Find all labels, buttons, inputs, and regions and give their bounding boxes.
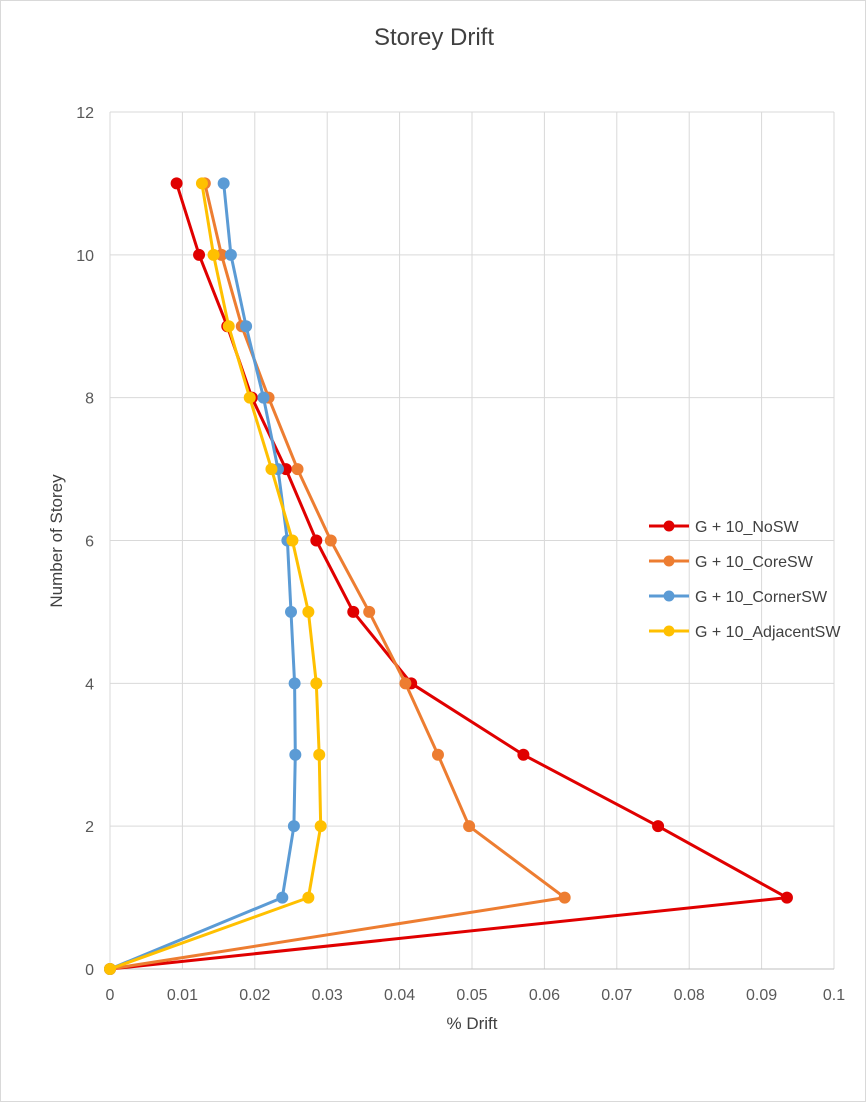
x-tick-label: 0.06 [529, 987, 560, 1004]
data-point [243, 391, 256, 404]
x-tick-label: 0.1 [823, 987, 845, 1004]
legend-entry: G + 10_AdjacentSW [649, 624, 841, 641]
data-point [302, 891, 315, 904]
data-point [207, 248, 220, 261]
legend-entry: G + 10_CornerSW [649, 589, 828, 606]
x-axis-title: % Drift [447, 1014, 498, 1033]
y-tick-label: 2 [85, 819, 94, 836]
data-point [104, 963, 116, 975]
data-point [287, 820, 300, 833]
data-point [291, 463, 304, 476]
data-point [288, 677, 301, 690]
y-tick-label: 12 [76, 105, 94, 122]
data-point [310, 534, 323, 547]
legend-swatch-marker [663, 590, 675, 602]
series-4 [104, 177, 327, 975]
data-point [170, 177, 183, 190]
data-point [224, 248, 237, 261]
data-point [517, 748, 530, 761]
x-tick-label: 0.05 [456, 987, 487, 1004]
legend-label: G + 10_NoSW [695, 519, 800, 536]
data-point [399, 677, 412, 690]
legend-label: G + 10_AdjacentSW [695, 624, 841, 641]
series-line [109, 183, 323, 971]
x-tick-label: 0.08 [674, 987, 705, 1004]
data-point [257, 391, 270, 404]
series-2 [104, 177, 571, 975]
data-point [285, 605, 297, 618]
axis-layer: 0 0.01 0.02 0.03 0.04 0.05 0.06 0.07 0.08 0.09 0.1… [76, 105, 845, 1004]
x-tick-label: 0.01 [167, 987, 198, 1004]
data-point [265, 463, 278, 476]
series-3 [104, 177, 302, 975]
series-line [109, 183, 567, 971]
series-line [109, 182, 789, 971]
y-axis-title: Number of Storey [47, 474, 66, 608]
data-point [558, 891, 571, 904]
data-point [193, 248, 206, 261]
data-point [313, 748, 326, 761]
x-tick-label: 0.09 [746, 987, 777, 1004]
legend-label: G + 10_CornerSW [695, 589, 828, 606]
data-point [431, 748, 444, 761]
legend-swatch-marker [663, 625, 675, 637]
y-tick-label: 10 [76, 248, 94, 265]
legend-entry: G + 10_NoSW [649, 519, 800, 536]
data-point [780, 891, 793, 904]
data-point [289, 748, 302, 761]
data-point [363, 605, 376, 618]
y-tick-label: 6 [85, 534, 94, 551]
data-point [302, 605, 315, 618]
series-layer [104, 177, 793, 975]
data-point [324, 534, 337, 547]
data-point [347, 605, 360, 618]
y-tick-label: 4 [85, 676, 94, 693]
legend-label: G + 10_CoreSW [695, 554, 814, 571]
data-point [463, 820, 476, 833]
y-tick-label: 0 [85, 962, 94, 979]
x-tick-label: 0.03 [312, 987, 343, 1004]
legend-entry: G + 10_CoreSW [649, 554, 814, 571]
data-point [314, 820, 327, 833]
chart-title: Storey Drift [374, 24, 494, 51]
data-point [310, 677, 323, 690]
x-tick-label: 0.07 [601, 987, 632, 1004]
series-line [109, 183, 297, 971]
legend-swatch-marker [663, 520, 675, 532]
x-tick-label: 0.02 [239, 987, 270, 1004]
x-tick-label: 0.04 [384, 987, 415, 1004]
data-point [652, 820, 665, 833]
data-point [222, 320, 235, 333]
data-point [217, 177, 230, 190]
y-tick-label: 8 [85, 391, 94, 408]
legend: G + 10_NoSW G + 10_CoreSW G + 10_CornerSW G… [649, 519, 841, 641]
data-point [240, 320, 253, 333]
data-point [195, 177, 208, 190]
data-point [276, 891, 289, 904]
data-point [286, 534, 299, 547]
x-tick-label: 0 [106, 987, 115, 1004]
legend-swatch-marker [663, 555, 675, 567]
